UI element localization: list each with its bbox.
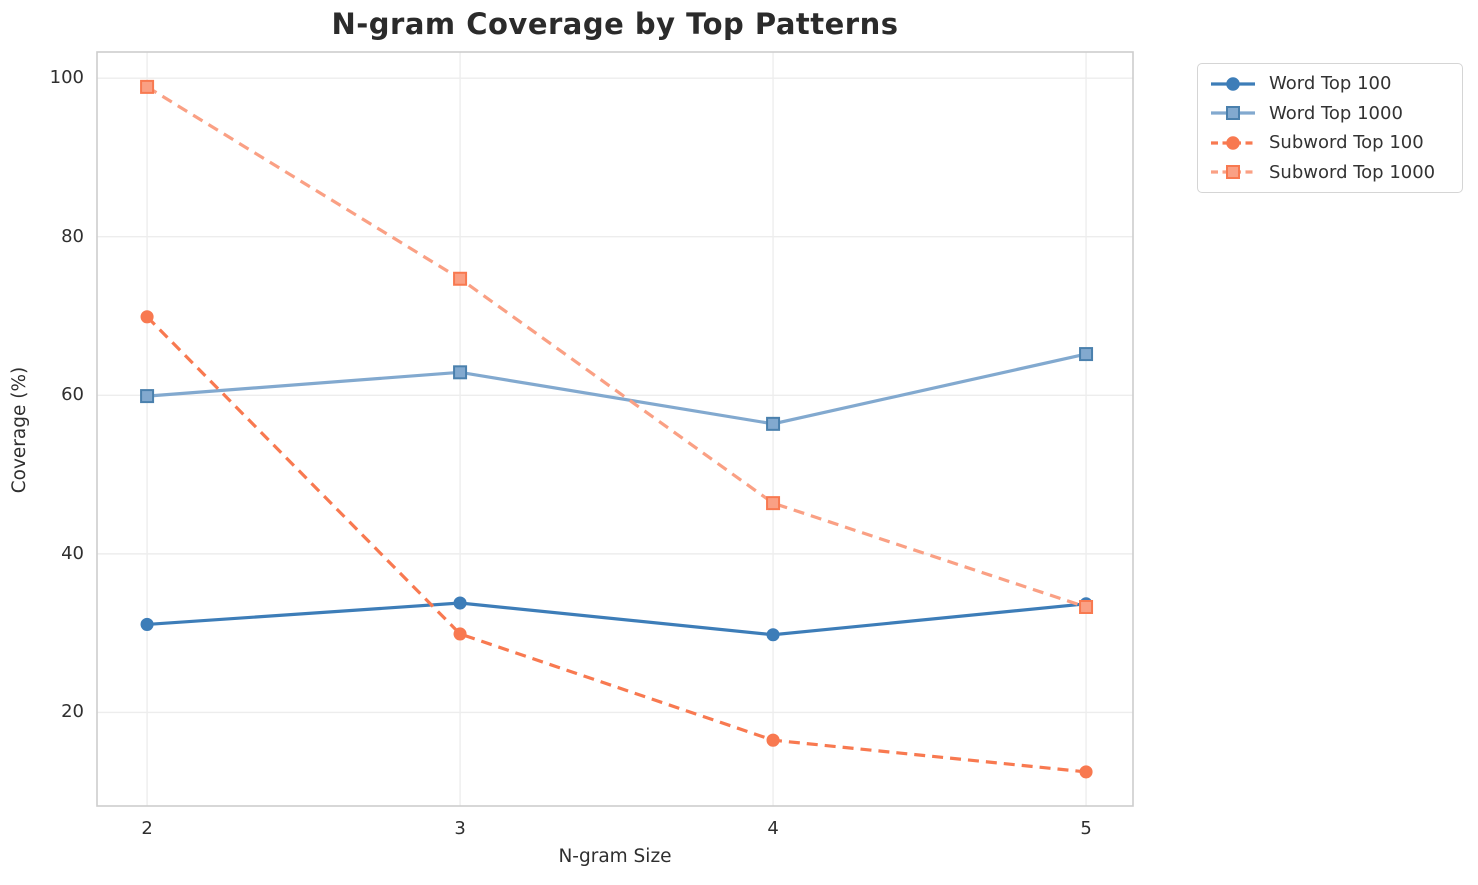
legend-label: Word Top 100 [1269,73,1392,95]
legend-label: Subword Top 100 [1269,132,1424,154]
data-point-marker [453,596,467,610]
legend: Word Top 100 Word Top 1000 Subword Top 100… [1197,63,1463,193]
data-point-marker [766,628,780,642]
x-tick-label-3: 3 [454,818,466,839]
data-point-marker [453,271,468,286]
legend-item-word-top-1000: Word Top 1000 [1210,99,1450,129]
series-line [146,85,1087,609]
legend-sample-square-icon [1211,106,1255,121]
chart-title: N-gram Coverage by Top Patterns [331,7,899,41]
y-tick-label-80: 80 [61,225,84,247]
legend-sample-square-icon [1211,165,1255,180]
y-tick-label-20: 20 [61,701,84,723]
data-point-marker [1079,765,1093,779]
legend-label: Subword Top 1000 [1269,161,1436,183]
x-tick-label-4: 4 [767,818,779,839]
x-tick-label-5: 5 [1080,818,1092,839]
data-point-marker [140,310,154,324]
x-tick-label-2: 2 [141,818,153,839]
data-point-marker [766,733,780,747]
legend-label: Word Top 1000 [1269,102,1403,124]
series-word-top-100 [140,596,1093,642]
data-point-marker [140,389,155,404]
data-point-marker [140,79,155,94]
y-tick-label-40: 40 [61,542,84,564]
series-line [146,601,1087,637]
legend-item-subword-top-100: Subword Top 100 [1210,128,1450,158]
legend-item-subword-top-1000: Subword Top 1000 [1210,158,1450,188]
x-axis-label: N-gram Size [558,846,672,867]
series-word-top-1000 [140,347,1094,431]
plot-frame [96,51,1134,807]
legend-item-word-top-100: Word Top 100 [1210,69,1450,99]
series-line [145,315,1087,774]
data-point-marker [766,416,781,431]
data-point-marker [1079,599,1094,614]
legend-sample-circle-icon [1211,77,1255,91]
y-tick-label-100: 100 [49,67,84,89]
data-point-marker [453,627,467,641]
data-point-marker [140,617,154,631]
series-subword-top-100 [140,310,1093,779]
y-tick-label-60: 60 [61,384,84,406]
data-point-marker [1079,347,1094,362]
series-subword-top-1000 [140,79,1094,614]
data-point-marker [453,365,468,380]
legend-sample-circle-icon [1211,136,1255,150]
series-line [146,352,1087,426]
data-point-marker [766,496,781,511]
